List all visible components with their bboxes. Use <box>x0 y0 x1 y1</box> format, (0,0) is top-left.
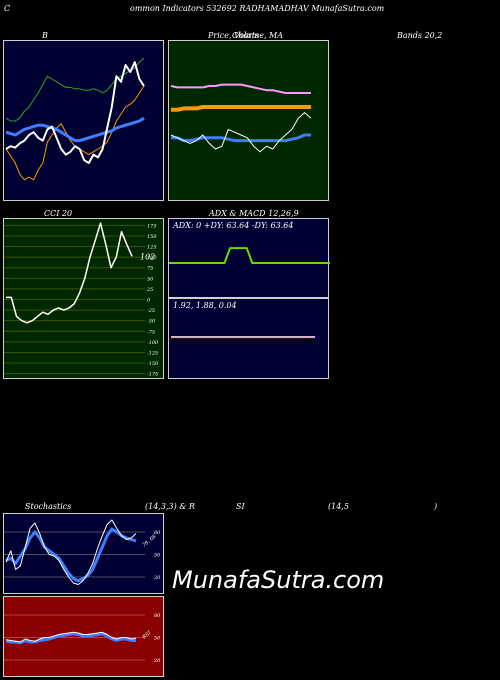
rsi-line <box>5 631 137 643</box>
stoch-title-d: (14,5 <box>328 502 349 511</box>
bb-upper-line <box>5 57 145 122</box>
cci-tick-label: -100 <box>147 340 159 346</box>
cci-tick-label: -75 <box>147 329 155 335</box>
cci-title: CCI 20 <box>44 209 73 218</box>
adx-label: ADX: 0 +DY: 63.64 -DY: 63.64 <box>173 221 294 230</box>
cci-tick-label: -25 <box>147 308 155 314</box>
price-chart <box>170 83 312 153</box>
rsi-tick-label: 50 <box>154 636 161 642</box>
rsi-chart: 80 50 20 RSI <box>4 613 161 664</box>
bb-middle-line <box>5 116 145 143</box>
ma-short-line <box>171 133 311 143</box>
rsi-panel: 80 50 20 RSI <box>3 596 164 677</box>
stoch-tick-label: 20 <box>153 575 161 581</box>
rsi-signal-line <box>5 632 136 645</box>
cci-tick-label: 50 <box>147 276 154 282</box>
cci-tick-label: 0 <box>147 298 151 304</box>
stoch-title-b: (14,3,3) & R <box>145 502 195 511</box>
cci-tick-label: 25 <box>146 287 153 293</box>
adx-panel: ADX: 0 +DY: 63.64 -DY: 63.64 <box>168 218 330 298</box>
cci-tick-label: -150 <box>147 361 159 367</box>
adx-title: ADX & MACD 12,26,9 <box>209 209 299 218</box>
cci-tick-label: 100 <box>147 255 157 261</box>
price-overlay-title: Charts <box>232 31 260 40</box>
price-title: Price, Volume, MA <box>208 31 284 40</box>
bb-price-line <box>5 61 145 164</box>
macd-panel: 1.92, 1.88, 0.04 <box>168 298 329 379</box>
stoch-tick-label: 80 <box>154 530 161 536</box>
rsi-value-label: RSI <box>141 629 153 641</box>
stoch-chart: 80 50 20 78, 68 <box>4 519 161 585</box>
cci-tick-label: 125 <box>147 245 157 251</box>
stoch-title-a: Stochastics <box>25 502 72 511</box>
bbands-chart <box>5 57 145 181</box>
cci-line <box>6 222 133 324</box>
ma-long-line <box>170 83 311 94</box>
ma-mid-line <box>171 105 311 112</box>
cci-tick-label: 150 <box>147 234 157 240</box>
cci-last-label: 102 <box>140 252 155 261</box>
macd-chart <box>171 336 315 339</box>
stoch-title-c: SI <box>236 502 245 511</box>
adx-chart <box>169 247 330 264</box>
price-panel <box>168 40 329 201</box>
cci-panel: 175 150 125 100 75 50 25 0 -25 -50 -75 -100 -125 -150… <box>3 218 164 379</box>
cci-tick-label: 175 <box>147 223 157 229</box>
watermark: MunafaSutra.com <box>172 566 385 594</box>
stoch-k-line <box>5 519 137 585</box>
macd-label: 1.92, 1.88, 0.04 <box>173 301 237 310</box>
price-line <box>170 112 312 153</box>
cci-tick-label: 75 <box>147 266 153 272</box>
cci-chart: 175 150 125 100 75 50 25 0 -25 -50 -75 -100 -125 -150… <box>4 222 159 378</box>
cci-tick-label: -175 <box>147 372 158 378</box>
adx-line <box>169 247 330 264</box>
stoch-value-label: 78, 68 <box>141 534 157 549</box>
stoch-panel: 80 50 20 78, 68 <box>3 513 164 594</box>
stoch-title-e: ) <box>434 502 438 511</box>
bbands-title: B <box>42 31 48 40</box>
bbands-panel <box>3 40 164 201</box>
header-c: C <box>4 4 11 13</box>
header-title: ommon Indicators 532692 RADHAMADHAV Muna… <box>130 4 385 13</box>
cci-tick-label: -50 <box>147 319 156 325</box>
stoch-tick-label: 50 <box>154 553 161 559</box>
cci-tick-label: -125 <box>147 350 158 356</box>
stoch-d-line <box>5 527 137 583</box>
rsi-tick-label: 20 <box>153 658 161 664</box>
rsi-tick-label: 80 <box>154 613 161 619</box>
bb-lower-line <box>5 85 145 181</box>
bands-title: Bands 20,2 <box>397 31 443 40</box>
